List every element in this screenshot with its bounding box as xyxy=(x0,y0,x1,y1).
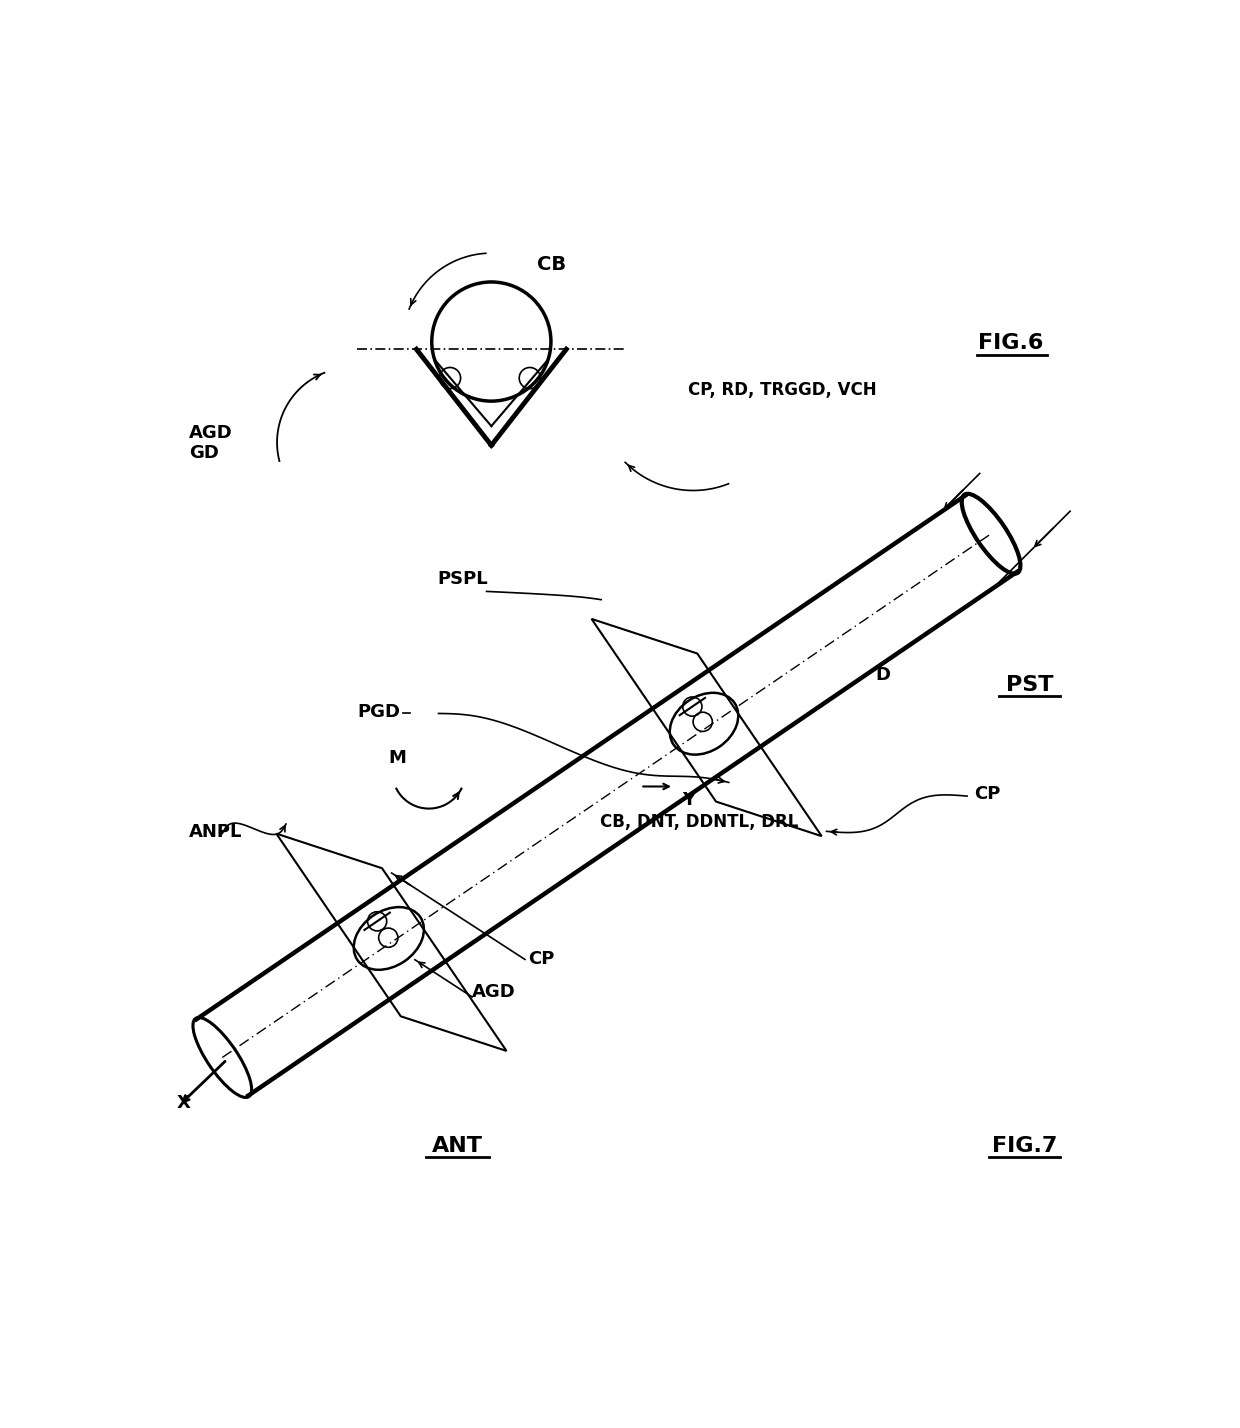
Text: M: M xyxy=(388,748,407,767)
Text: PGD: PGD xyxy=(357,703,401,721)
Text: CP, RD, TRGGD, VCH: CP, RD, TRGGD, VCH xyxy=(688,381,877,398)
Text: CB, DNT, DDNTL, DRL: CB, DNT, DDNTL, DRL xyxy=(600,813,799,831)
Text: PST: PST xyxy=(1006,674,1053,694)
Text: ANT: ANT xyxy=(433,1135,484,1155)
Text: CP: CP xyxy=(973,785,1001,803)
Text: D: D xyxy=(875,665,890,684)
Text: FIG.7: FIG.7 xyxy=(992,1135,1058,1155)
Text: X: X xyxy=(177,1094,191,1111)
Text: AGD: AGD xyxy=(472,982,516,1001)
Text: Y: Y xyxy=(682,791,694,808)
Text: CP: CP xyxy=(528,950,554,968)
Text: FIG.6: FIG.6 xyxy=(977,334,1043,354)
Text: ANPL: ANPL xyxy=(188,823,242,841)
Text: GD: GD xyxy=(188,444,218,463)
Text: AGD: AGD xyxy=(188,424,232,441)
Text: PSPL: PSPL xyxy=(438,570,487,588)
Text: CB: CB xyxy=(537,256,567,274)
